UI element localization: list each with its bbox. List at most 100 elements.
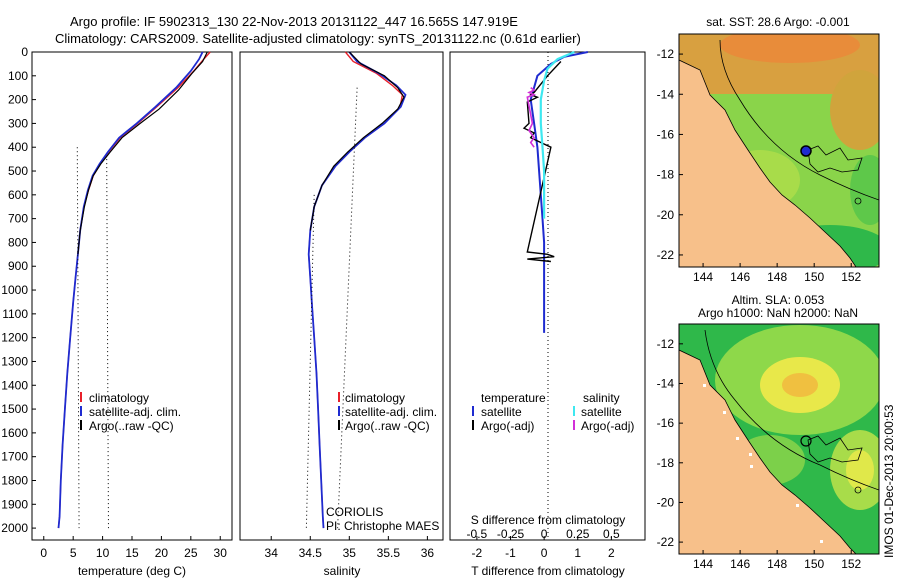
sst-cool-patch-east bbox=[850, 155, 879, 225]
sst-shelf-contour bbox=[719, 39, 879, 201]
diff-t-tick-label: 0 bbox=[541, 546, 548, 560]
diff-t-tick-label: -1 bbox=[505, 546, 516, 560]
sal-legend: climatology satellite-adj. clim. Argo(..… bbox=[338, 391, 437, 433]
sla-map-frame bbox=[678, 323, 880, 555]
sal-x-axis: 34 34.5 35 35.5 36 bbox=[265, 536, 435, 560]
temp-legend: climatology satellite-adj. clim. Argo(..… bbox=[80, 391, 181, 433]
diff-s-tick-label: 0.5 bbox=[603, 527, 620, 541]
diff-lines bbox=[522, 50, 589, 333]
map-lat-label: -22 bbox=[657, 535, 675, 549]
depth-tick-label: 600 bbox=[8, 188, 28, 202]
diff-t-tick-label: -2 bbox=[472, 546, 483, 560]
sla-map-axes: -12 -14 -16 -18 -20 -22 144 146 148 150 152 bbox=[657, 337, 862, 571]
map-lat-label: -16 bbox=[657, 416, 675, 430]
sla-coast-dot-1 bbox=[703, 384, 706, 387]
diff-t-tick-label: 1 bbox=[574, 546, 581, 560]
sal-x-tick-label: 34 bbox=[265, 546, 279, 560]
diff-xlabel-top: S difference from climatology bbox=[471, 513, 626, 527]
temp-x-tick-label: 0 bbox=[40, 546, 47, 560]
diff-legend-sal-argo: Argo(-adj) bbox=[581, 419, 634, 433]
sla-reef-contour bbox=[807, 435, 863, 463]
sla-land-mass bbox=[679, 349, 857, 554]
depth-tick-label: 200 bbox=[8, 93, 28, 107]
diff-s-tick-label: -0.25 bbox=[497, 527, 525, 541]
sla-map-title2: Argo h1000: NaN h2000: NaN bbox=[698, 306, 858, 320]
sal-x-tick-label: 35 bbox=[343, 546, 357, 560]
diff-xlabel-bottom: T difference from climatology bbox=[471, 564, 625, 578]
sla-map: Altim. SLA: 0.053 Argo h1000: NaN h2000:… bbox=[657, 293, 880, 571]
temp-lines bbox=[57, 51, 211, 529]
header-title-line2: Climatology: CARS2009. Satellite-adjuste… bbox=[55, 31, 581, 46]
depth-tick-label: 1400 bbox=[1, 378, 28, 392]
sst-map: sat. SST: 28.6 Argo: -0.001 -12 -14 -16 -18… bbox=[657, 15, 880, 284]
depth-tick-label: 400 bbox=[8, 140, 28, 154]
map-lat-label: -18 bbox=[657, 456, 675, 470]
depth-tick-label: 2000 bbox=[1, 521, 28, 535]
depth-tick-label: 1500 bbox=[1, 402, 28, 416]
depth-tick-label: 1600 bbox=[1, 426, 28, 440]
depth-tick-label: 1700 bbox=[1, 450, 28, 464]
depth-tick-label: 1000 bbox=[1, 283, 28, 297]
series-line-2 bbox=[539, 50, 575, 219]
diff-legend-temp-argo: Argo(-adj) bbox=[481, 419, 534, 433]
map-lon-label: 150 bbox=[804, 270, 824, 284]
depth-tick-label: 1800 bbox=[1, 473, 28, 487]
sal-legend-argo: Argo(..raw -QC) bbox=[345, 419, 430, 433]
map-lon-label: 152 bbox=[841, 270, 861, 284]
series-line-0 bbox=[529, 51, 589, 333]
sla-coast-dot-5 bbox=[750, 465, 753, 468]
sst-map-title: sat. SST: 28.6 Argo: -0.001 bbox=[706, 15, 850, 29]
sla-coast-dot-7 bbox=[820, 540, 823, 543]
sal-x-tick-label: 36 bbox=[421, 546, 435, 560]
temp-legend-clim: climatology bbox=[89, 391, 149, 405]
sst-reef-contour bbox=[807, 145, 863, 173]
diff-legend-sal-sat: satellite bbox=[581, 405, 622, 419]
temp-x-tick-label: 15 bbox=[125, 546, 139, 560]
sst-map-frame bbox=[678, 33, 880, 268]
temp-x-tick-label: 25 bbox=[184, 546, 198, 560]
temp-x-tick-label: 5 bbox=[70, 546, 77, 560]
diff-legend-sal-title: salinity bbox=[583, 391, 620, 405]
depth-tick-label: 800 bbox=[8, 235, 28, 249]
map-lon-label: 148 bbox=[767, 270, 787, 284]
map-lon-label: 144 bbox=[693, 557, 713, 571]
map-lat-label: -14 bbox=[657, 87, 675, 101]
sla-coast-dot-6 bbox=[796, 504, 799, 507]
depth-tick-label: 500 bbox=[8, 164, 28, 178]
difference-panel: -2 -1 0 1 2 -0.5 -0.25 0 0.25 0.5 S difference fr… bbox=[449, 50, 646, 578]
depth-axis: 0 100 200 300 400 500 600 700 800 900 1000 1100 1200… bbox=[1, 45, 454, 535]
map-lon-label: 144 bbox=[693, 270, 713, 284]
sal-x-tick-label: 34.5 bbox=[299, 546, 323, 560]
sst-warm-core bbox=[720, 34, 860, 63]
map-lon-label: 152 bbox=[841, 557, 861, 571]
depth-tick-label: 700 bbox=[8, 212, 28, 226]
sla-high-east-core bbox=[846, 450, 874, 490]
sal-x-tick-label: 35.5 bbox=[377, 546, 401, 560]
sla-coast-dot-2 bbox=[723, 411, 726, 414]
depth-tick-label: 1100 bbox=[2, 307, 28, 321]
sst-argo-marker bbox=[800, 145, 812, 157]
temp-x-axis: 0 5 10 15 20 25 30 bbox=[40, 536, 227, 560]
diff-s-tick-label: 0.25 bbox=[566, 527, 590, 541]
diff-x-axis: -2 -1 0 1 2 -0.5 -0.25 0 0.25 0.5 bbox=[467, 527, 620, 560]
map-lat-label: -18 bbox=[657, 168, 675, 182]
sal-legend-clim: climatology bbox=[345, 391, 405, 405]
sal-note-coriolis: CORIOLIS bbox=[326, 505, 383, 519]
sst-map-field bbox=[679, 34, 879, 267]
diff-t-tick-label: 2 bbox=[608, 546, 615, 560]
map-lat-label: -12 bbox=[657, 337, 675, 351]
temp-stddev-bound bbox=[106, 159, 109, 529]
map-lon-label: 146 bbox=[730, 557, 750, 571]
temp-x-tick-label: 10 bbox=[96, 546, 110, 560]
sst-map-axes: -12 -14 -16 -18 -20 -22 144 146 148 150 152 bbox=[657, 47, 862, 284]
imos-timestamp: IMOS 01-Dec-2013 20:00:53 bbox=[882, 404, 896, 558]
series-line-2 bbox=[77, 51, 208, 255]
sla-shelf-contour bbox=[704, 329, 879, 491]
map-lat-label: -22 bbox=[657, 248, 675, 262]
depth-tick-label: 1300 bbox=[1, 354, 28, 368]
salinity-panel: 34 34.5 35 35.5 36 salinity climatology sate… bbox=[239, 51, 444, 578]
map-lat-label: -20 bbox=[657, 208, 675, 222]
map-lon-label: 146 bbox=[730, 270, 750, 284]
map-lon-label: 150 bbox=[804, 557, 824, 571]
